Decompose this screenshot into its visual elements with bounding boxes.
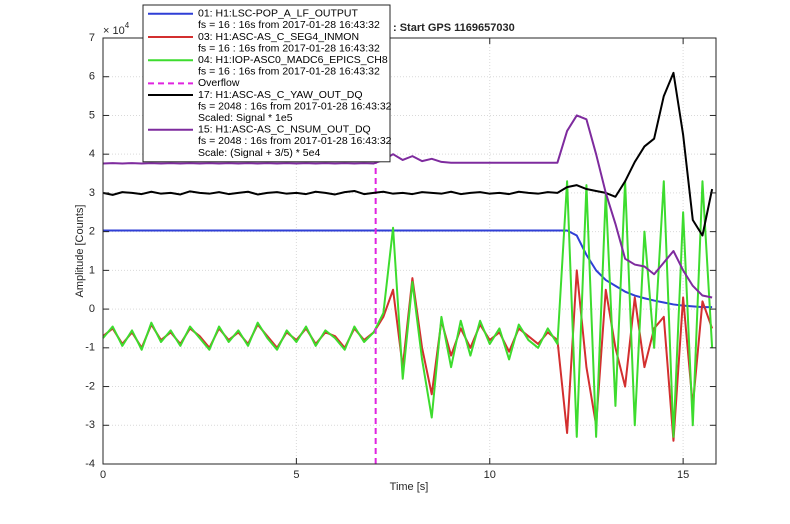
- y-tick-label: 4: [89, 148, 95, 160]
- x-tick-label: 15: [677, 469, 689, 481]
- legend-label: Scaled: Signal * 1e5: [198, 112, 293, 124]
- legend-label: fs = 16 : 16s from 2017-01-28 16:43:32: [198, 42, 380, 54]
- legend-box: [142, 4, 391, 163]
- legend-label: 15: H1:ASC-AS_C_NSUM_OUT_DQ: [198, 124, 371, 136]
- y-tick-label: 6: [89, 71, 95, 83]
- y-tick-label: -4: [85, 458, 95, 470]
- y-tick-label: 0: [89, 303, 95, 315]
- legend-label: Scale: (Signal + 3/5) * 5e4: [198, 147, 320, 159]
- series-line: [102, 180, 714, 438]
- y-tick-label: 2: [89, 226, 95, 238]
- legend-label: Overflow: [198, 77, 240, 89]
- y-axis-label: Amplitude [Counts]: [74, 205, 86, 298]
- series-line: [102, 114, 713, 299]
- legend-label: fs = 2048 : 16s from 2017-01-28 16:43:32: [198, 100, 392, 112]
- x-tick-label: 0: [100, 469, 106, 481]
- x-tick-label: 10: [484, 469, 496, 481]
- grid: [102, 37, 716, 465]
- legend-label: fs = 16 : 16s from 2017-01-28 16:43:32: [198, 66, 380, 78]
- plot-lines: [102, 38, 714, 464]
- y-tick-label: 3: [89, 187, 95, 199]
- x-tick-label: 5: [293, 469, 299, 481]
- legend-label: 03: H1:ASC-AS_C_SEG4_INMON: [198, 31, 359, 43]
- legend-label: 04: H1:IOP-ASC0_MADC6_EPICS_CH8: [198, 54, 388, 66]
- y-tick-label: -2: [85, 380, 95, 392]
- y-multiplier-base: × 10: [103, 25, 125, 37]
- series-line: [102, 71, 714, 237]
- y-tick-label: -3: [85, 419, 95, 431]
- y-tick-label: -1: [85, 342, 95, 354]
- y-tick-label: 5: [89, 109, 95, 121]
- legend-label: 17: H1:ASC-AS_C_YAW_OUT_DQ: [198, 89, 363, 101]
- y-tick-label: 1: [89, 264, 95, 276]
- ticks: 0 5 10 15 -4 -3 -2 -1 0 1 2 3 4 5 6 7: [85, 32, 716, 481]
- y-multiplier: × 104: [103, 21, 130, 37]
- y-exponent: 4: [125, 21, 130, 30]
- chart-title: : Start GPS 1169657030: [393, 22, 515, 34]
- x-axis-label: Time [s]: [390, 481, 429, 493]
- legend-label: fs = 2048 : 16s from 2017-01-28 16:43:32: [198, 135, 392, 147]
- legend-label: 01: H1:LSC-POP_A_LF_OUTPUT: [198, 8, 358, 20]
- legend-label: fs = 16 : 16s from 2017-01-28 16:43:32: [198, 19, 380, 31]
- y-tick-label: 7: [89, 32, 95, 44]
- axes-box: [102, 37, 717, 465]
